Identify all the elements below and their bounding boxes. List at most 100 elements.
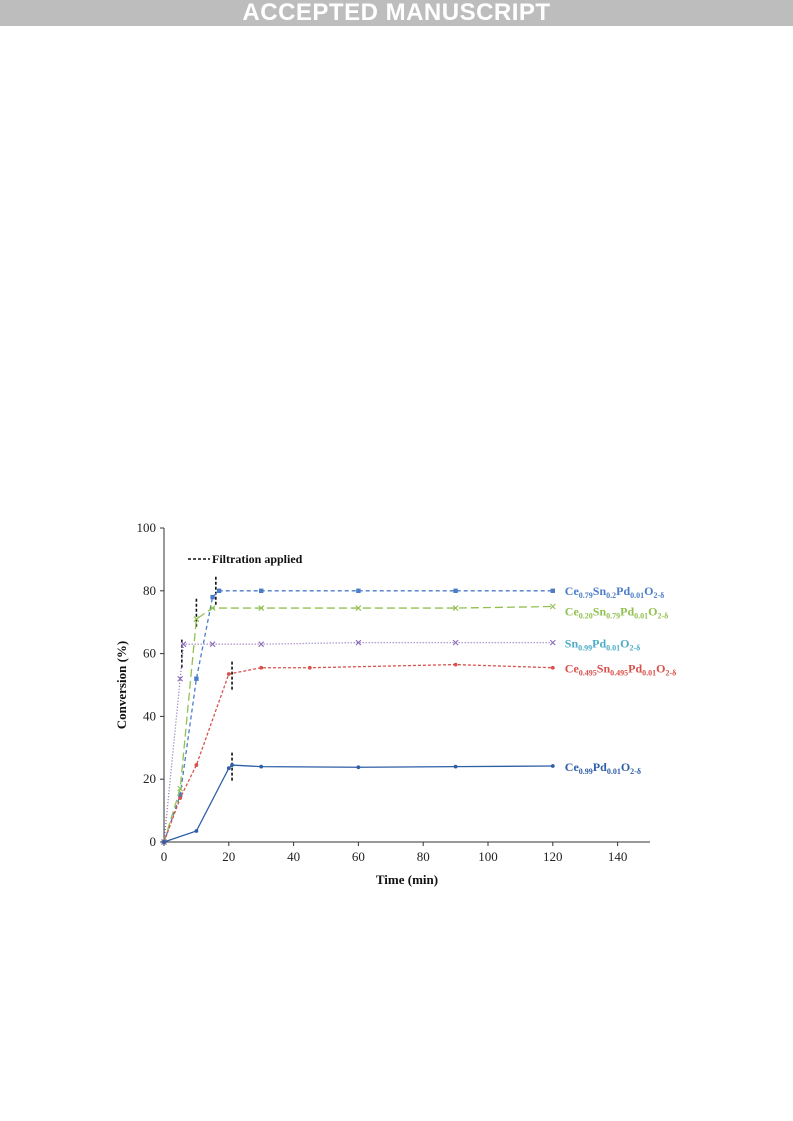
data-point	[193, 616, 200, 622]
label-subscript: 0.01	[634, 612, 648, 621]
accepted-manuscript-banner: ACCEPTED MANUSCRIPT	[0, 0, 793, 26]
label-subscript: 0.01	[607, 767, 621, 776]
data-point	[162, 840, 166, 844]
series-label-cesnpd_079: Ce0.79Sn0.2Pd0.01O2-δ	[565, 584, 665, 600]
data-point	[258, 641, 265, 648]
data-point	[355, 605, 362, 611]
label-subscript: 2-δ	[654, 591, 665, 600]
chart-series	[161, 588, 556, 845]
data-point	[550, 665, 555, 670]
data-point	[209, 605, 216, 611]
data-point	[258, 605, 265, 611]
label-text: Sn	[593, 584, 607, 598]
x-tick-label: 120	[543, 849, 563, 864]
label-text: Pd	[593, 760, 607, 774]
label-text: Sn	[593, 605, 607, 619]
x-tick-label: 100	[478, 849, 498, 864]
label-subscript: 0.99	[579, 767, 593, 776]
data-point	[259, 764, 264, 769]
data-point	[453, 588, 458, 593]
data-point	[194, 829, 199, 833]
data-point	[209, 641, 216, 648]
y-tick-label: 80	[143, 583, 156, 598]
label-subscript: 2-δ	[630, 767, 641, 776]
series-snpd	[161, 639, 556, 845]
data-point	[210, 594, 215, 600]
x-tick-label: 0	[161, 849, 168, 864]
y-tick-label: 60	[143, 646, 156, 661]
label-text: Sn	[565, 637, 579, 651]
data-point	[550, 588, 555, 593]
data-point	[177, 785, 184, 792]
label-text: Ce	[565, 584, 580, 598]
x-axis-label: Time (min)	[376, 872, 438, 887]
series-line	[163, 590, 553, 843]
label-text: O	[620, 637, 629, 651]
label-text: Ce	[565, 760, 580, 774]
label-text: Pd	[628, 662, 642, 676]
data-point	[194, 676, 199, 681]
data-point	[452, 605, 459, 611]
data-point	[259, 665, 264, 670]
series-cesnpd_079	[161, 588, 555, 845]
x-tick-label: 80	[417, 849, 430, 864]
series-line	[163, 764, 553, 843]
label-subscript: 0.01	[606, 644, 620, 653]
label-subscript: 2-δ	[666, 669, 677, 678]
data-point	[453, 662, 458, 667]
series-cesnpd_0495	[162, 662, 555, 844]
x-tick-label: 60	[352, 849, 365, 864]
data-point	[178, 796, 183, 800]
x-tick-label: 20	[222, 849, 235, 864]
data-point	[307, 665, 312, 670]
x-tick-label: 40	[287, 849, 300, 864]
data-point	[230, 763, 234, 767]
series-line	[163, 641, 553, 843]
label-subscript: 0.79	[606, 612, 620, 621]
series-label-cesnpd_0495: Ce0.495Sn0.495Pd0.01O2-δ	[565, 662, 677, 678]
x-tick-label: 140	[608, 849, 628, 864]
chart-axes: 0 20 40 60 80 100 0 20 40 60 80 100 120 140 Time (min)…	[114, 520, 650, 887]
series-labels: Ce0.79Sn0.2Pd0.01O2-δCe0.20Sn0.79Pd0.01O…	[565, 584, 677, 776]
label-subscript: 0.01	[630, 591, 644, 600]
label-subscript: 0.99	[578, 644, 592, 653]
filtration-markers	[181, 576, 233, 781]
data-point	[177, 675, 184, 682]
data-point	[453, 764, 458, 769]
label-text: O	[644, 584, 653, 598]
data-point	[216, 588, 222, 593]
label-text: O	[621, 760, 630, 774]
label-text: Pd	[620, 605, 634, 619]
legend-label: Filtration applied	[212, 552, 303, 566]
label-subscript: 0.79	[579, 591, 593, 600]
data-point	[356, 588, 361, 593]
label-subscript: 0.495	[579, 669, 597, 678]
label-text: O	[648, 605, 657, 619]
label-text: Sn	[597, 662, 611, 676]
data-point	[178, 792, 183, 798]
series-label-snpd: Sn0.99Pd0.01O2-δ	[565, 637, 641, 653]
series-line	[163, 663, 553, 843]
label-subscript: 0.495	[610, 669, 628, 678]
data-point	[356, 765, 361, 770]
data-point	[549, 639, 556, 646]
y-tick-label: 0	[150, 834, 157, 849]
y-tick-label: 100	[137, 520, 157, 535]
label-subscript: 0.2	[606, 591, 616, 600]
series-label-cesnpd_020: Ce0.20Sn0.79Pd0.01O2-δ	[565, 605, 669, 621]
label-text: O	[656, 662, 665, 676]
data-point	[226, 766, 231, 771]
y-tick-label: 40	[143, 708, 156, 723]
series-label-cepd: Ce0.99Pd0.01O2-δ	[565, 760, 641, 776]
series-line	[163, 605, 553, 843]
y-axis-label: Conversion (%)	[114, 641, 129, 729]
series-cesnpd_020	[161, 603, 556, 845]
label-subscript: 0.20	[579, 612, 593, 621]
data-point	[452, 639, 459, 646]
series-cepd	[162, 763, 555, 844]
data-point	[549, 603, 556, 610]
label-subscript: 0.01	[642, 669, 656, 678]
data-point	[226, 672, 231, 676]
chart-legend: Filtration applied	[188, 552, 303, 566]
label-text: Pd	[592, 637, 606, 651]
